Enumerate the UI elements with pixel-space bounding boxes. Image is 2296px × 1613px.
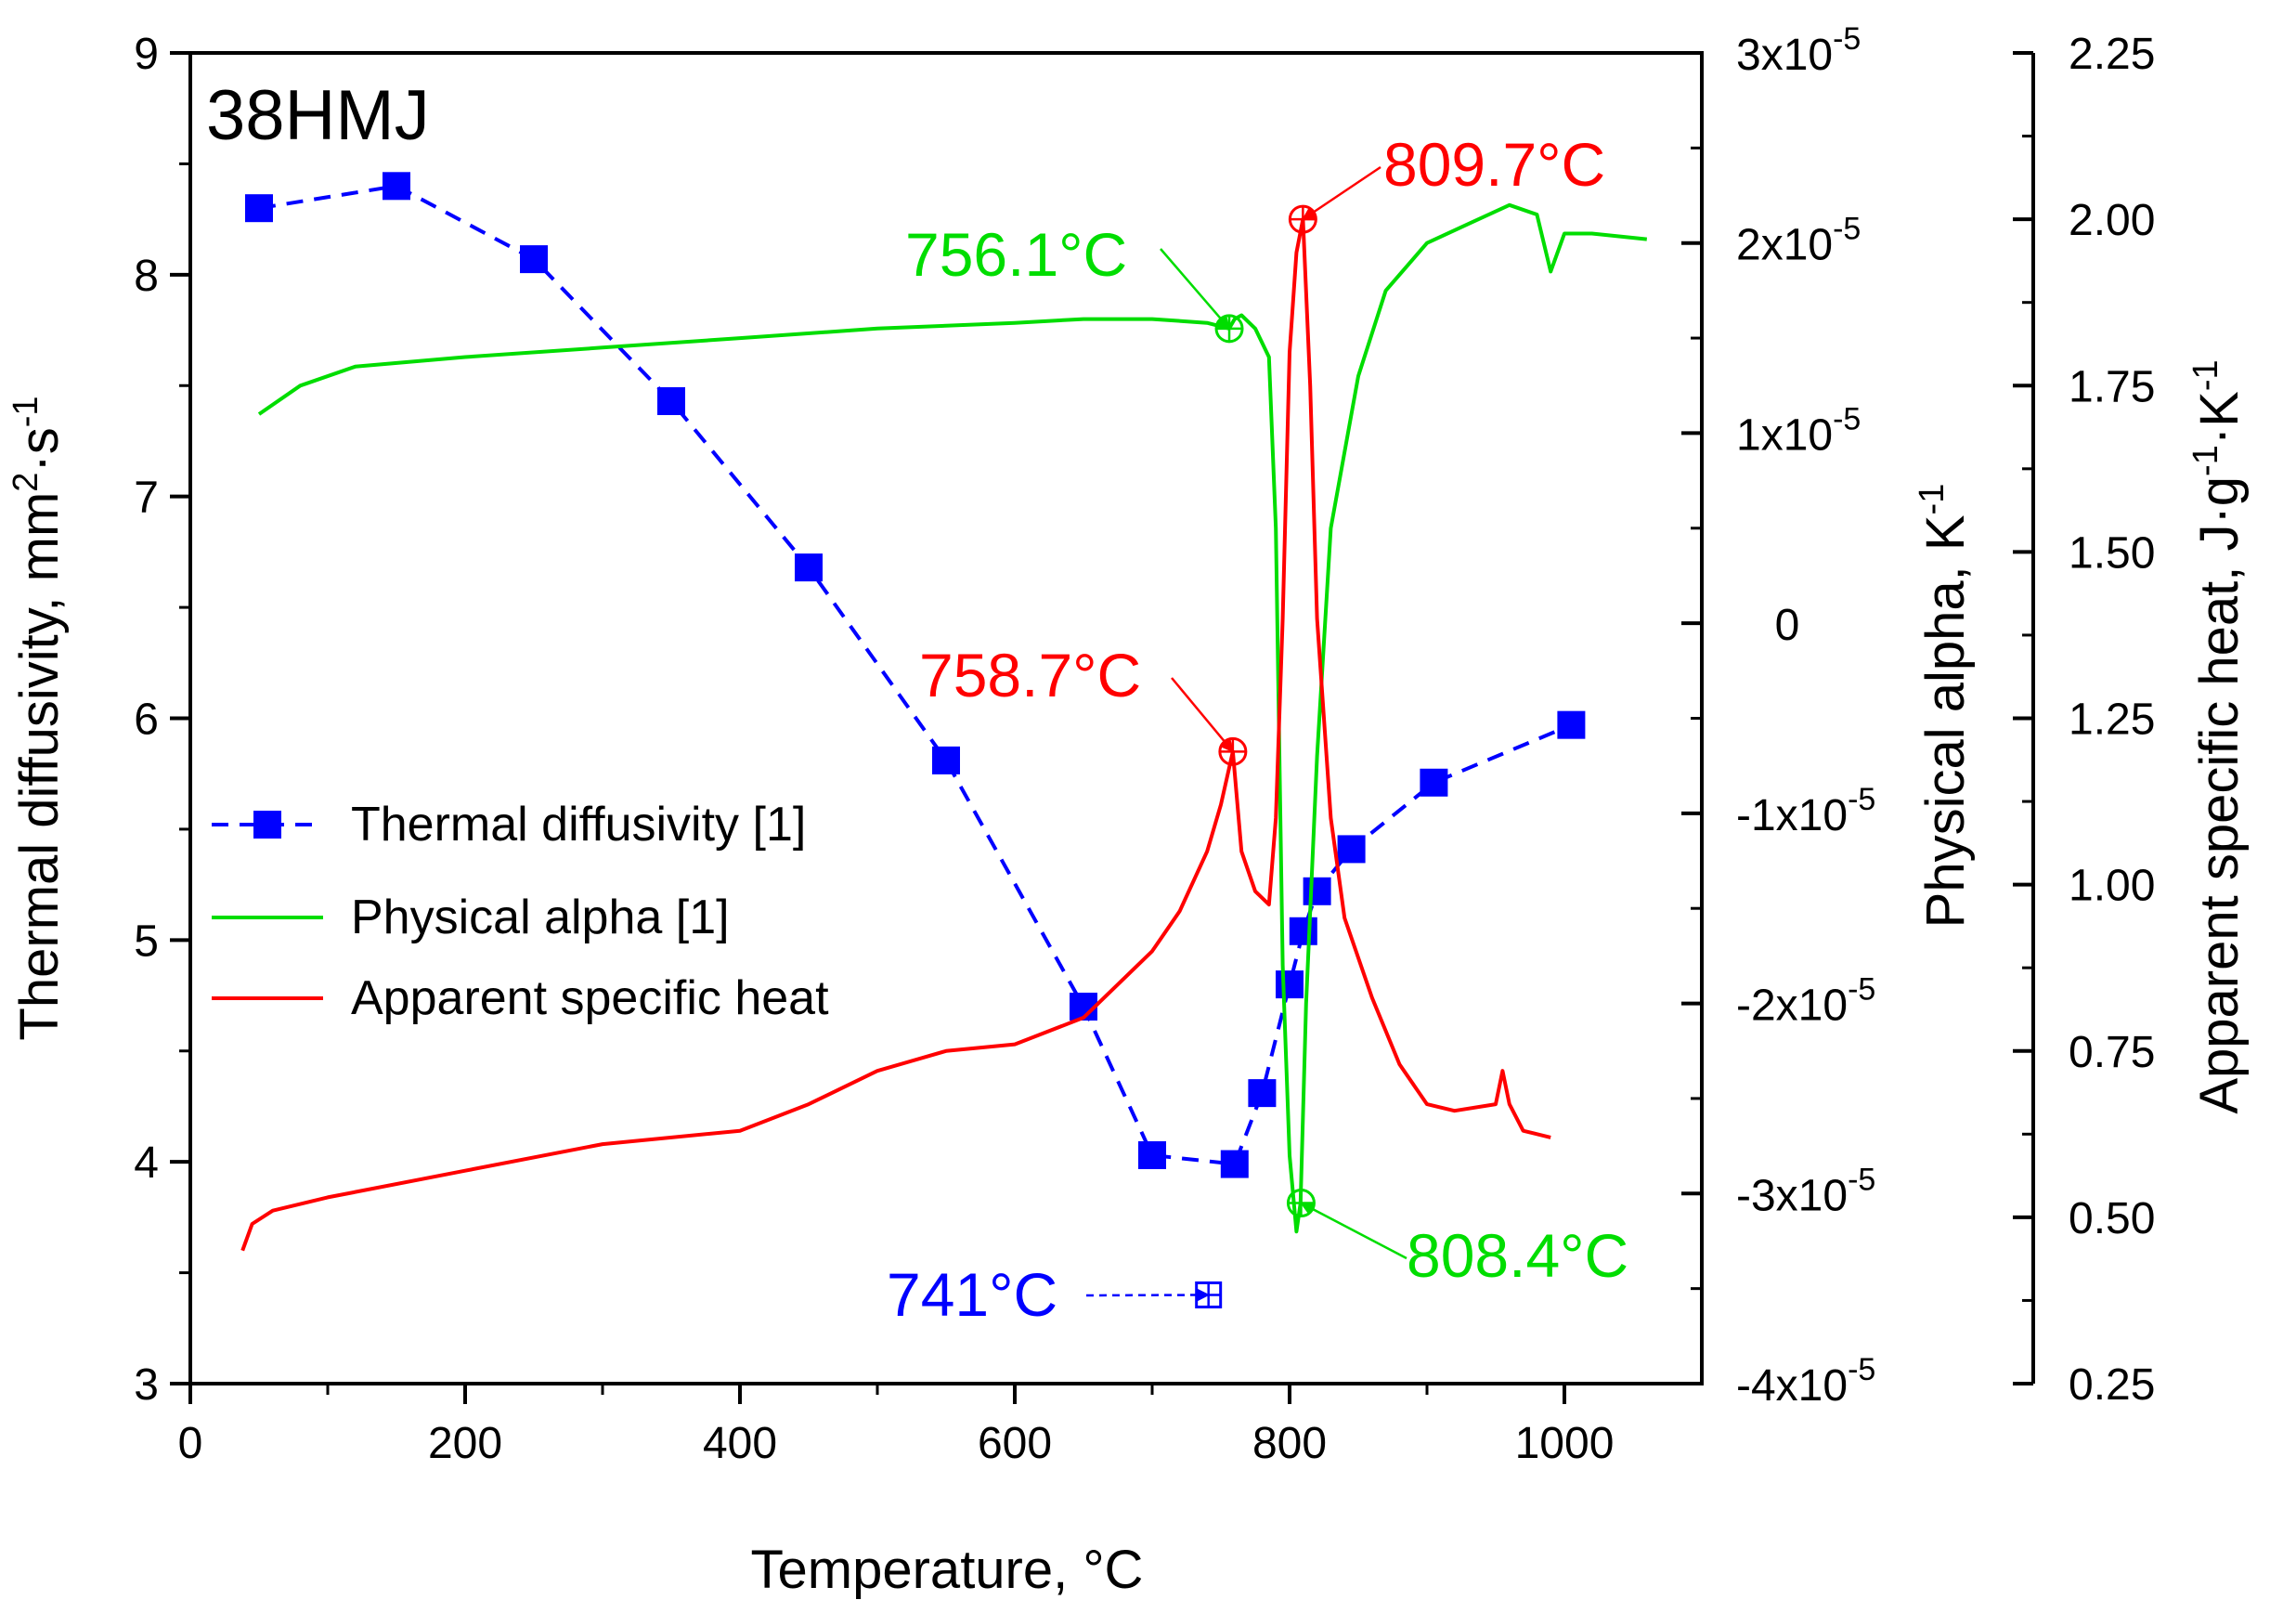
y-left-tick-label: 8 bbox=[134, 252, 159, 301]
annotation-ann-756: 756.1°C bbox=[905, 220, 1127, 289]
annotation-ann-741: 741°C bbox=[887, 1260, 1057, 1329]
y-left-tick-label: 6 bbox=[134, 696, 159, 745]
x-axis-title: Temperature, °C bbox=[751, 1540, 1144, 1600]
y-left-tick-label: 9 bbox=[134, 30, 159, 79]
y-mid-tick-label: -3x10-5 bbox=[1736, 1162, 1875, 1220]
series-point bbox=[520, 245, 548, 274]
y-mid-tick-label: 0 bbox=[1775, 601, 1800, 650]
y-axis-diffusivity: 3 4 5 6 7 8 9 Thermal diffusivity, mm2·s-1 bbox=[6, 30, 190, 1410]
annotation-arrow-ann-808 bbox=[1300, 1202, 1407, 1260]
series-point bbox=[1276, 970, 1304, 999]
series-point bbox=[1138, 1141, 1166, 1170]
legend-swatch-square bbox=[253, 811, 281, 839]
legend-label-2: Apparent specific heat bbox=[351, 971, 829, 1025]
marker-layer bbox=[1195, 204, 1317, 1308]
x-tick-label-0: 0 bbox=[178, 1419, 203, 1468]
y-right-title: Apparent specific heat, J·g-1·K-1 bbox=[2186, 359, 2250, 1113]
y-mid-tick-label: -1x10-5 bbox=[1736, 782, 1875, 840]
y-right-tick-label: 1.25 bbox=[2069, 696, 2155, 745]
y-axis-specific-heat: 0.25 0.50 0.75 1.00 1.25 1.50 1.75 2.00 2.25 Appa… bbox=[2013, 30, 2250, 1410]
y-right-tick-label: 2.25 bbox=[2069, 30, 2155, 79]
series-point bbox=[657, 386, 685, 415]
series-point bbox=[1303, 877, 1331, 905]
x-tick-label-600: 600 bbox=[978, 1419, 1052, 1468]
y-right-tick-label: 0.75 bbox=[2069, 1028, 2155, 1077]
series-point bbox=[383, 172, 410, 201]
series-point bbox=[245, 194, 273, 223]
series-point bbox=[1289, 917, 1317, 945]
x-tick-label-1000: 1000 bbox=[1515, 1419, 1615, 1468]
x-tick-label-400: 400 bbox=[703, 1419, 777, 1468]
y-right-tick-label: 1.50 bbox=[2069, 528, 2155, 578]
y-mid-tick-label: -4x10-5 bbox=[1736, 1352, 1875, 1411]
series-point bbox=[1420, 768, 1448, 797]
chart-title: 38HMJ bbox=[206, 76, 430, 155]
series-layer bbox=[240, 172, 1648, 1252]
y-left-tick-label: 4 bbox=[134, 1138, 159, 1188]
y-left-title: Thermal diffusivity, mm2·s-1 bbox=[6, 396, 70, 1040]
series-point bbox=[1557, 710, 1586, 739]
series-point bbox=[795, 553, 823, 582]
annotation-ann-758: 758.7°C bbox=[919, 641, 1141, 709]
y-right-tick-label: 1.00 bbox=[2069, 862, 2155, 911]
series-point bbox=[1248, 1079, 1277, 1108]
annotation-arrow-ann-809 bbox=[1302, 165, 1381, 221]
annotation-layer: 741°C 756.1°C 758.7°C 809.7°C 808.4°C bbox=[887, 130, 1628, 1329]
y-right-tick-label: 2.00 bbox=[2069, 196, 2155, 245]
x-axis: 0 200 400 600 800 1000 bbox=[178, 1384, 1615, 1468]
y-mid-title: Physical alpha, K-1 bbox=[1913, 484, 1976, 929]
series-line-1 bbox=[257, 202, 1648, 1234]
x-tick-label-800: 800 bbox=[1252, 1419, 1327, 1468]
series-line-0 bbox=[258, 184, 1573, 1166]
series-point bbox=[1220, 1150, 1249, 1178]
y-left-tick-label: 3 bbox=[134, 1360, 159, 1410]
legend-label-1: Physical alpha [1] bbox=[351, 891, 730, 944]
y-left-tick-label: 7 bbox=[134, 474, 159, 523]
y-right-tick-label: 0.25 bbox=[2069, 1360, 2155, 1410]
y-mid-tick-label: -2x10-5 bbox=[1736, 972, 1875, 1031]
x-tick-label-200: 200 bbox=[428, 1419, 502, 1468]
annotation-ann-808: 808.4°C bbox=[1407, 1221, 1628, 1290]
legend-label-0: Thermal diffusivity [1] bbox=[351, 798, 806, 852]
annotation-ann-809: 809.7°C bbox=[1383, 130, 1605, 199]
y-mid-tick-label: 1x10-5 bbox=[1736, 401, 1861, 460]
y-axis-alpha: 3x10-5 2x10-5 1x10-5 0 -1x10-5 -2x10-5 -3x10-5… bbox=[1681, 21, 1976, 1411]
y-right-tick-label: 0.50 bbox=[2069, 1194, 2155, 1243]
series-line-2 bbox=[240, 217, 1551, 1252]
y-left-tick-label: 5 bbox=[134, 917, 159, 966]
y-mid-tick-label: 3x10-5 bbox=[1736, 21, 1861, 80]
y-mid-tick-label: 2x10-5 bbox=[1736, 212, 1861, 270]
annotation-arrow-ann-741 bbox=[1085, 1288, 1211, 1303]
annotation-arrow-ann-758 bbox=[1171, 677, 1234, 753]
y-right-tick-label: 1.75 bbox=[2069, 362, 2155, 411]
annotation-arrow-ann-756 bbox=[1160, 248, 1231, 330]
series-point bbox=[1337, 835, 1366, 864]
series-point bbox=[932, 746, 960, 774]
legend: Thermal diffusivity [1] Physical alpha [1… bbox=[212, 798, 829, 1025]
